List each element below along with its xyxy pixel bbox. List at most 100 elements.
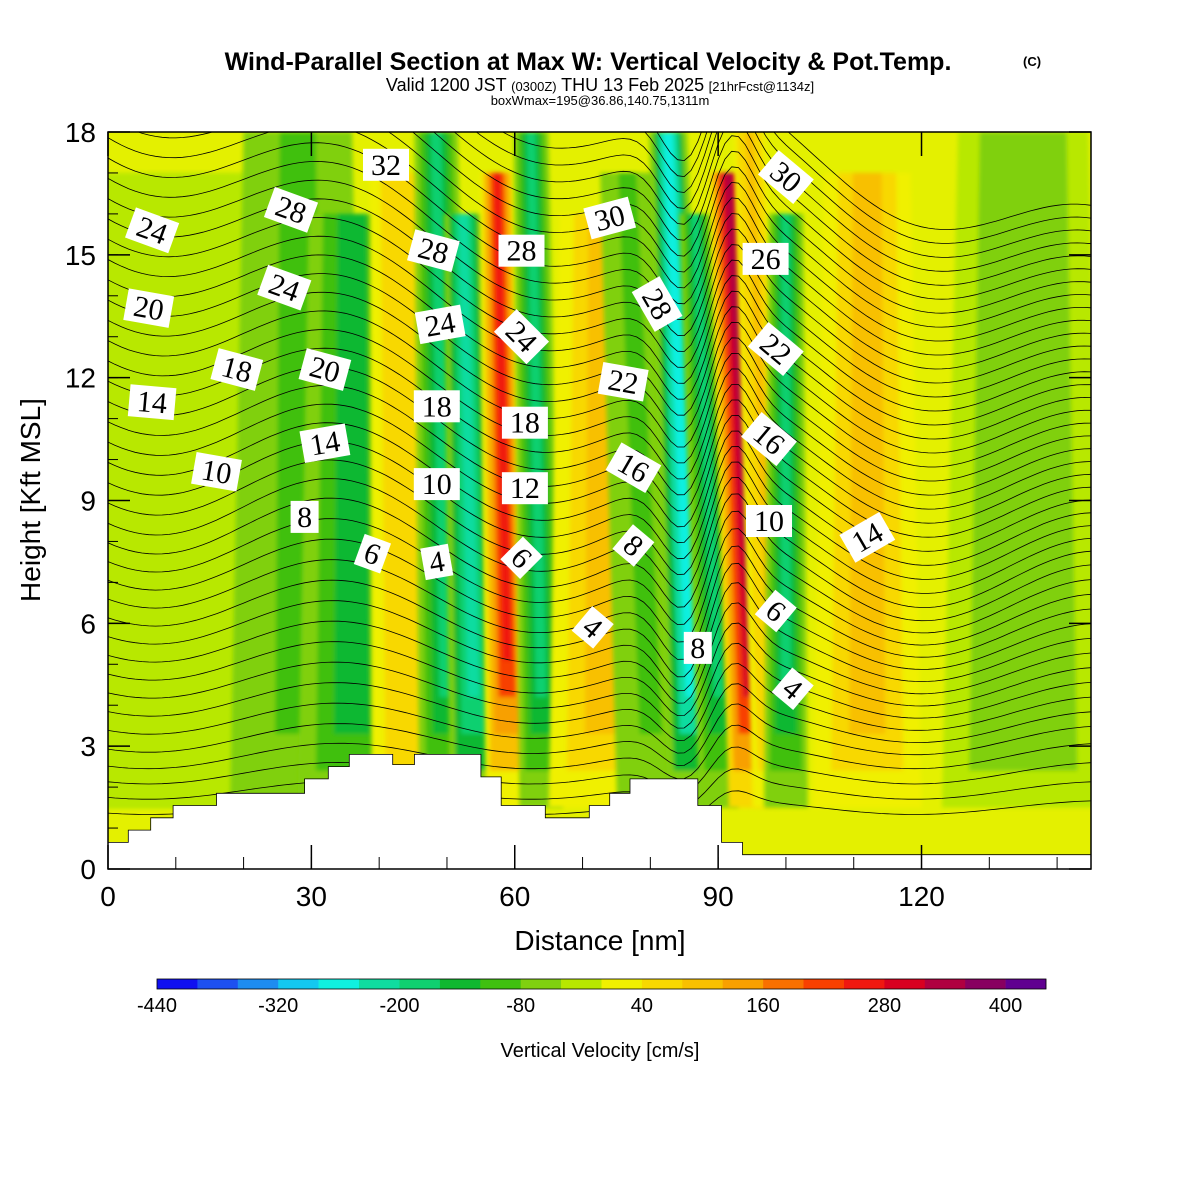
contour-label-box [263,186,319,233]
contour-label-text: 8 [297,501,312,534]
theta-contour [108,403,1091,552]
theta-contour [108,622,1091,717]
theta-contour [108,347,1091,510]
theta-contour [108,510,1091,634]
colorbar-swatch [480,979,521,989]
contour-label-text: 8 [690,632,705,665]
theta-contour [108,310,1091,482]
theta-contour [108,422,1091,566]
colorbar-swatch [1005,979,1047,989]
theta-contour [108,385,1091,538]
theta-contour [108,582,1091,692]
contour-label-text: 14 [307,425,342,463]
contour-label-box [501,406,548,439]
contour-label-box [839,512,896,563]
subtitle-zulu-time: (0300Z) [511,79,557,94]
colorbar-tick-label: -200 [379,995,419,1017]
contour-label: 18 [210,348,264,391]
theta-contour [108,642,1091,729]
velocity-band-layer [135,172,244,734]
contour-label-box [571,606,614,649]
colorbar-tick-label: 160 [746,995,779,1017]
contour-label: 22 [597,362,649,402]
title-copyright-mark: (C) [1023,54,1041,69]
colorbar-swatch [884,979,926,989]
velocity-band-layer [663,132,698,697]
contour-label-box [741,412,797,467]
contour-label-text: 4 [427,545,448,580]
theta-contour [656,132,1091,230]
y-axis-label: Height [Kft MSL] [15,398,46,602]
colorbar-tick-label: -440 [137,995,177,1017]
colorbar-swatch [722,979,764,989]
y-tick-label: 15 [65,240,96,271]
colorbar: -440 -320 -200 -80 40 160 280 400 [137,978,1047,1017]
contour-label-text: 26 [751,243,781,276]
contour-label-box [500,536,543,580]
theta-contour [501,132,1091,258]
theta-contour [475,132,1091,272]
y-tick-label: 6 [80,608,96,639]
terrain-mask [108,754,1091,869]
theta-contour [108,477,1091,608]
theta-contour [108,329,1091,496]
contour-label: 30 [583,196,637,240]
contour-label: 10 [413,468,460,501]
chart-title: Wind-Parallel Section at Max W: Vertical… [225,48,952,76]
contour-label-box [298,348,352,391]
contour-label-box [683,631,712,664]
colorbar-frame [156,978,1047,990]
colorbar-swatch [924,979,966,989]
contour-label: 12 [501,472,548,505]
contour-label: 28 [407,229,460,273]
contour-label-text: 28 [507,235,537,268]
contour-label: 24 [414,304,466,345]
contour-label-text: 20 [131,290,166,328]
theta-contour [108,441,1091,580]
colorbar-swatch [278,979,319,989]
contour-label: 10 [746,505,792,538]
contour-label-box [747,321,804,377]
theta-contour [433,132,1091,300]
contour-label-text: 10 [199,453,234,491]
contour-label: 10 [191,452,242,492]
colorbar-swatch [641,979,683,989]
contour-label: 32 [363,148,409,182]
theta-contour [108,703,1091,767]
colorbar-swatch [359,979,400,989]
velocity-band-layer [996,132,1051,734]
theta-contour [108,179,1091,384]
contour-label-text: 32 [371,149,401,182]
contour-label-box [191,452,242,492]
colorbar-tick-label: 400 [989,995,1022,1017]
contour-label: 6 [353,533,392,574]
colorbar-swatch [318,979,360,989]
contour-label-text: 22 [605,363,640,401]
contour-label: 26 [742,242,789,276]
contour-label-box [757,149,814,205]
contour-label-box [493,309,550,365]
colorbar-tick-label: -320 [258,995,298,1017]
colorbar-swatch [965,979,1006,989]
contour-label: 18 [413,390,460,423]
theta-contour [108,235,1091,426]
colorbar-swatch [439,979,481,989]
x-tick-label: 120 [898,881,945,912]
colorbar-swatch [157,979,198,989]
x-tick-label: 0 [100,881,116,912]
contour-label-box [597,362,649,402]
contour-label-box [257,264,312,311]
theta-contour [108,746,1091,793]
theta-contour [108,768,1091,807]
terrain [108,754,1091,869]
colorbar-swatch [197,979,239,989]
contour-label: 18 [501,406,548,440]
theta-contour [108,160,1091,370]
contour-label-box [612,524,655,567]
x-tick-label: 30 [296,881,327,912]
contour-label-box [413,390,460,423]
contour-label-text: 14 [136,385,169,420]
contour-label-text: 18 [510,407,540,440]
colorbar-swatch [763,979,804,989]
